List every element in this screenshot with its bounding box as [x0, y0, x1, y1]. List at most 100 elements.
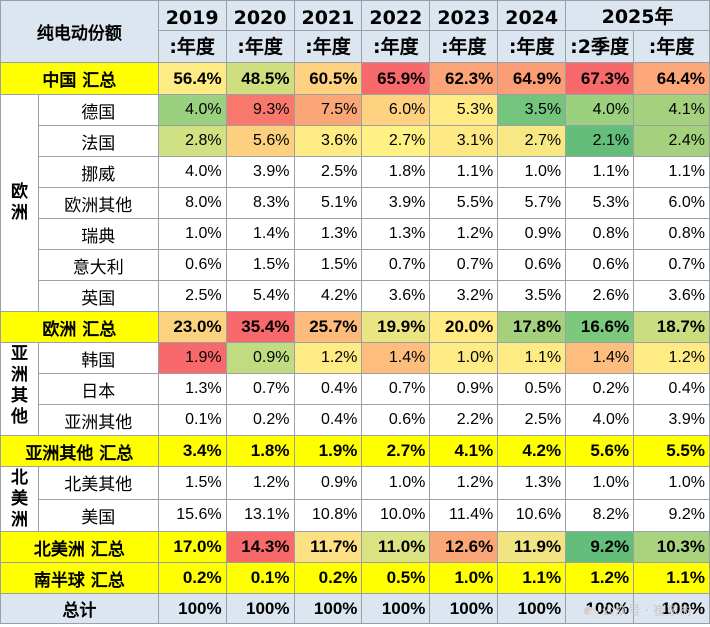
value-cell: 100% [429, 593, 499, 624]
value-cell: 3.5% [497, 280, 567, 312]
value-cell: 0.9% [225, 342, 295, 374]
value-cell: 2.7% [361, 125, 431, 157]
value-cell: 0.9% [429, 373, 499, 405]
value-cell: 60.5% [293, 62, 363, 95]
value-cell: 0.6% [565, 249, 635, 281]
period-header: :年度 [361, 30, 431, 63]
value-cell: 0.8% [633, 218, 710, 250]
value-cell: 3.6% [361, 280, 431, 312]
value-cell: 4.2% [293, 280, 363, 312]
value-cell: 3.1% [429, 125, 499, 157]
value-cell: 100% [361, 593, 431, 624]
value-cell: 1.3% [157, 373, 227, 405]
value-cell: 9.3% [225, 94, 295, 126]
value-cell: 5.3% [429, 94, 499, 126]
row-label: 欧洲其他 [37, 187, 159, 219]
value-cell: 5.7% [497, 187, 567, 219]
value-cell: 6.0% [361, 94, 431, 126]
value-cell: 1.2% [293, 342, 363, 374]
value-cell: 1.0% [565, 466, 635, 500]
row-label: 瑞典 [37, 218, 159, 250]
value-cell: 1.1% [429, 156, 499, 188]
value-cell: 5.5% [429, 187, 499, 219]
value-cell: 1.4% [361, 342, 431, 374]
value-cell: 5.3% [565, 187, 635, 219]
value-cell: 5.6% [225, 125, 295, 157]
period-header: :年度 [497, 30, 567, 63]
row-label: 韩国 [37, 342, 159, 374]
table-row: 欧洲德国 4.0% 9.3% 7.5% 6.0% 5.3% 3.5% 4.0% 4.1% [0, 94, 710, 312]
table-title: 纯电动份额 [0, 0, 159, 63]
year-2024: 2024 [497, 0, 567, 31]
table-row: 瑞典 1.0% 1.4% 1.3% 1.3% 1.2% 0.9% 0.8% 0.8% [1, 218, 710, 250]
value-cell: 2.6% [565, 280, 635, 312]
value-cell: 3.6% [633, 280, 710, 312]
table-row: 亚洲其他 汇总 3.4% 1.8% 1.9% 2.7% 4.1% 4.2% 5.6% 5.5% [0, 435, 710, 467]
value-cell: 19.9% [361, 311, 431, 343]
value-cell: 0.1% [157, 404, 227, 436]
value-cell: 100% [497, 593, 567, 624]
period-row: :年度:年度:年度:年度:年度:年度:2季度:年度 [1, 30, 710, 63]
value-cell: 67.3% [565, 62, 635, 95]
value-cell: 35.4% [225, 311, 295, 343]
value-cell: 9.2% [633, 498, 710, 532]
value-cell: 1.4% [565, 342, 635, 374]
period-header: :2季度 [565, 30, 635, 63]
value-cell: 3.6% [293, 125, 363, 157]
value-cell: 0.2% [157, 562, 227, 594]
value-cell: 2.2% [429, 404, 499, 436]
value-cell: 13.1% [225, 498, 295, 532]
value-cell: 100% [293, 593, 363, 624]
value-cell: 1.8% [361, 156, 431, 188]
value-cell: 62.3% [429, 62, 499, 95]
value-cell: 3.4% [157, 435, 227, 467]
value-cell: 1.1% [497, 562, 567, 594]
value-cell: 0.4% [633, 373, 710, 405]
value-cell: 0.5% [497, 373, 567, 405]
value-cell: 1.0% [633, 466, 710, 500]
value-cell: 1.2% [633, 342, 710, 374]
value-cell: 0.4% [293, 373, 363, 405]
value-cell: 1.0% [157, 218, 227, 250]
region-label-europe: 欧洲 [0, 94, 39, 312]
value-cell: 2.1% [565, 125, 635, 157]
value-cell: 3.5% [497, 94, 567, 126]
value-cell: 1.1% [565, 156, 635, 188]
value-cell: 11.7% [293, 531, 363, 563]
value-cell: 0.9% [497, 218, 567, 250]
value-cell: 3.9% [633, 404, 710, 436]
value-cell: 11.0% [361, 531, 431, 563]
value-cell: 4.0% [565, 94, 635, 126]
year-2021: 2021 [293, 0, 363, 31]
value-cell: 1.4% [225, 218, 295, 250]
value-cell: 0.6% [361, 404, 431, 436]
value-cell: 64.9% [497, 62, 567, 95]
period-header: :年度 [293, 30, 363, 63]
value-cell: 20.0% [429, 311, 499, 343]
value-cell: 12.6% [429, 531, 499, 563]
row-label: 日本 [37, 373, 159, 405]
table-row: 北美洲北美其他 1.5% 1.2% 0.9% 1.0% 1.2% 1.3% 1.0% 1.0% [0, 466, 710, 532]
value-cell: 4.1% [633, 94, 710, 126]
value-cell: 1.0% [429, 342, 499, 374]
value-cell: 4.0% [565, 404, 635, 436]
value-cell: 2.5% [293, 156, 363, 188]
summary-label: 亚洲其他 汇总 [0, 435, 159, 467]
row-label: 北美其他 [37, 466, 159, 500]
row-label: 英国 [37, 280, 159, 312]
value-cell: 17.0% [157, 531, 227, 563]
value-cell: 0.7% [633, 249, 710, 281]
value-cell: 4.2% [497, 435, 567, 467]
value-cell: 1.9% [293, 435, 363, 467]
table-row: 日本 1.3% 0.7% 0.4% 0.7% 0.9% 0.5% 0.2% 0.4% [1, 373, 710, 405]
value-cell: 3.9% [225, 156, 295, 188]
region-label-asia-other: 亚洲其他 [0, 342, 39, 436]
summary-label: 南半球 汇总 [0, 562, 159, 594]
value-cell: 2.5% [497, 404, 567, 436]
value-cell: 1.2% [225, 466, 295, 500]
value-cell: 7.5% [293, 94, 363, 126]
table-row: 总计 100% 100% 100% 100% 100% 100% 100% 100% [0, 593, 710, 624]
value-cell: 0.2% [293, 562, 363, 594]
row-label: 意大利 [37, 249, 159, 281]
